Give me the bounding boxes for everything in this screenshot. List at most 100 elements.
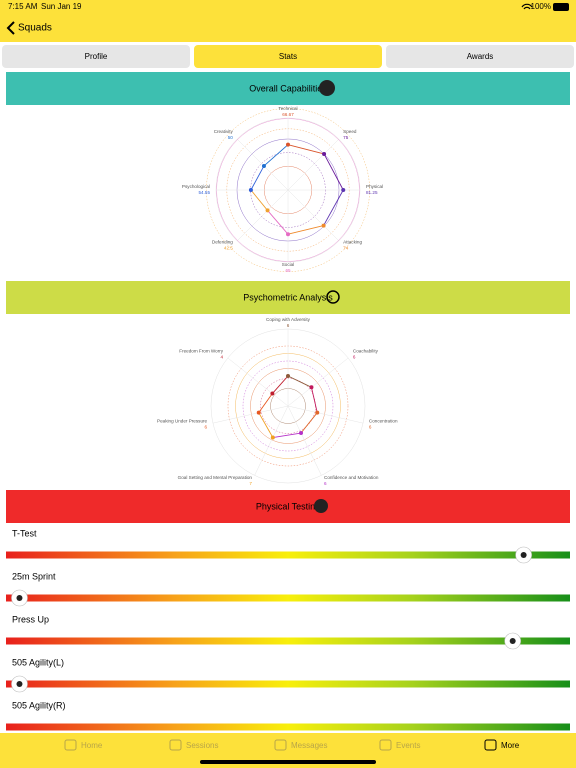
test-name: 25m Sprint [12,571,56,581]
radar-label: Creativity [214,129,234,134]
test-marker-icon [520,552,527,558]
radar-label: Coping with Adversity [266,317,311,322]
back-chevron[interactable] [6,21,15,35]
radar-point [270,391,275,396]
header-icon [314,499,328,513]
top-bar [0,0,576,42]
radar-value: 54.55 [199,190,211,195]
radar-ring [206,108,370,272]
back-button[interactable]: Squads [18,23,52,34]
header-icon [319,80,335,96]
radar-label: Concentration [369,419,398,424]
tab-bar-label[interactable]: Home [81,741,103,750]
section-header [6,72,570,105]
radar-axis [236,189,289,242]
test-name: T-Test [12,528,37,538]
radar-point [321,223,326,228]
radar-point [286,142,290,147]
test-marker-icon [509,638,516,644]
radar-edge [287,375,312,388]
radar-value: 6 [287,323,290,328]
radar-label: Technical [278,106,297,111]
radar-edge [323,153,344,191]
performance-bar [6,594,570,602]
section-title: Overall Capabilities [249,83,327,93]
radar-point [248,188,253,192]
status-battery: 100% [531,2,551,11]
tab-bar-icon[interactable] [379,739,392,751]
tab[interactable] [386,45,574,68]
radar-label: Peaking Under Pressure [157,419,207,424]
radar-point [286,232,290,237]
radar-axis [287,138,340,191]
status-date: Sun Jan 19 [41,2,82,11]
radar-value: 42.5 [224,245,233,250]
test-name: Press Up [12,614,49,624]
tab[interactable] [194,45,382,68]
tab-label[interactable]: Stats [279,52,297,61]
tab-label[interactable]: Awards [467,52,494,61]
radar-ring [242,360,334,452]
radar-value: 66.67 [282,112,294,117]
test-name: 505 Agility(R) [12,700,66,710]
radar-edge [311,387,318,413]
radar-axis [287,405,364,424]
tab-bar-icon[interactable] [64,739,77,751]
radar-edge [287,144,325,155]
radar-value: 74 [343,245,349,250]
radar-edge [267,210,289,235]
radar-label: Psychological [182,184,210,189]
radar-point [265,208,270,213]
header-icon [326,290,340,304]
radar-edge [250,189,268,211]
radar-edge [258,393,273,413]
radar-label: Defending [212,239,233,244]
performance-bar [6,637,570,645]
radar-axis [236,138,289,191]
radar-edge [300,412,318,434]
performance-bar [6,551,570,559]
radar-value: 6 [205,425,208,430]
radar-value: 65 [285,268,291,273]
tab[interactable] [2,45,190,68]
status-time: 7:15 AM [8,2,38,11]
radar-label: Goal Setting and Mental Preparation [178,475,253,480]
section-title: Physical Testing [256,501,320,511]
radar-value: 7 [249,481,252,486]
performance-bar [6,680,570,688]
tab-bar-label[interactable]: Events [396,741,420,750]
section-header [6,490,570,523]
tab-bar-icon[interactable] [169,739,182,751]
radar-label: Speed [343,129,357,134]
radar-label: Freedom From Worry [179,348,224,353]
section-title: Psychometric Analysis [243,292,333,302]
tab-bar-label[interactable]: Messages [291,741,327,750]
radar-point [299,431,304,436]
radar-value: 81.25 [366,190,378,195]
radar-edge [272,375,289,394]
radar-label: Attacking [343,239,362,244]
tab-label[interactable]: Profile [85,52,108,61]
radar-point [261,163,266,168]
radar-point [322,151,327,156]
test-name: 505 Agility(L) [12,657,64,667]
radar-value: 6 [353,354,356,359]
radar-edge [323,189,344,226]
wifi-icon [521,3,533,10]
radar-point [341,188,346,192]
radar-axis [254,405,289,476]
tab-bar-icon[interactable] [274,739,287,751]
tab-bar-icon[interactable] [484,739,497,751]
radar-label: Confidence and Motivation [324,475,379,480]
radar-value: 4 [221,354,224,359]
test-marker-icon [16,681,23,687]
tab-bar-label[interactable]: More [501,741,520,750]
radar-axis [212,405,289,424]
tab-bar-label[interactable]: Sessions [186,741,218,750]
performance-bar [6,723,570,731]
battery-icon [553,3,569,11]
radar-value: 50 [228,135,234,140]
radar-axis [287,357,349,407]
radar-edge [272,432,302,438]
